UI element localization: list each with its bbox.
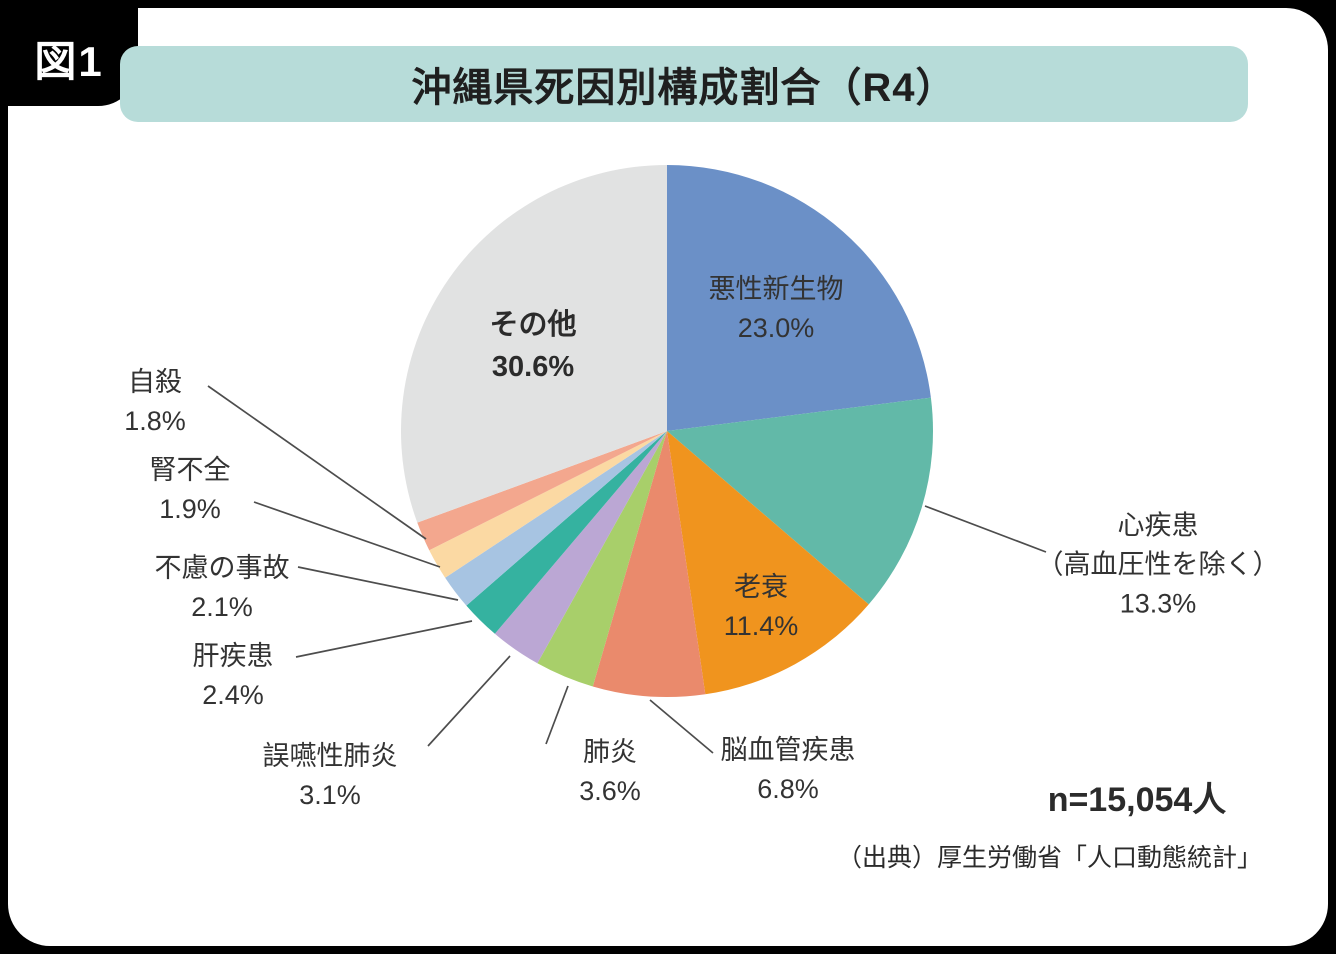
pie-slice-4 xyxy=(537,431,667,687)
leader-line-cerebrovascular xyxy=(649,699,714,754)
leader-lines xyxy=(207,385,1047,754)
leader-line-liver-disease xyxy=(295,620,473,658)
pie-slice-2 xyxy=(667,431,869,695)
sample-size-label: n=15,054人 xyxy=(1047,781,1227,819)
source-label: （出典）厚生労働省「人口動態統計」 xyxy=(836,844,1262,872)
pie-slice-3 xyxy=(592,431,706,698)
pie-slice-0 xyxy=(667,165,931,431)
pie-slice-1 xyxy=(667,397,933,605)
chart-title-banner: 沖縄県死因別構成割合（R4） xyxy=(120,46,1248,122)
pie-slice-6 xyxy=(466,431,667,634)
leader-line-kidney-failure xyxy=(253,501,441,568)
pie-slices xyxy=(401,165,933,698)
pie-slice-9 xyxy=(417,431,667,551)
pie-slice-8 xyxy=(429,431,667,578)
leader-line-suicide xyxy=(207,385,427,540)
figure-tag-box: 図1 xyxy=(0,0,138,106)
leader-line-aspiration-pneumonia xyxy=(427,655,511,747)
leader-line-heart-disease xyxy=(924,505,1047,553)
pie-slice-10 xyxy=(401,165,667,523)
pie-slice-5 xyxy=(494,431,667,664)
leader-line-accidents xyxy=(297,566,459,601)
leader-line-pneumonia xyxy=(545,685,569,745)
chart-title: 沖縄県死因別構成割合（R4） xyxy=(411,66,957,110)
figure-tag-label: 図1 xyxy=(34,37,104,85)
pie-slice-7 xyxy=(445,431,667,606)
